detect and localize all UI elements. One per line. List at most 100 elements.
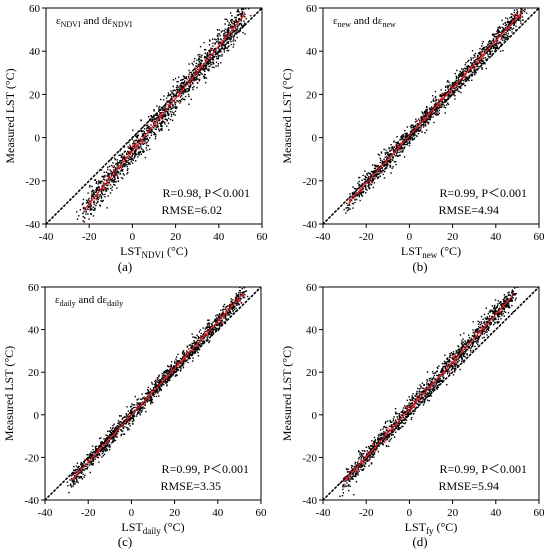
data-point [100, 200, 102, 202]
data-point [415, 120, 418, 122]
data-point [195, 348, 197, 351]
data-point [87, 202, 89, 204]
data-point [147, 389, 150, 392]
data-point [101, 192, 103, 195]
data-point [241, 12, 244, 14]
data-point [521, 8, 523, 10]
data-point [188, 85, 191, 87]
data-point [518, 17, 521, 20]
data-point [137, 139, 139, 142]
data-point [97, 183, 99, 185]
data-point [423, 120, 425, 123]
data-point [223, 316, 226, 318]
data-point [243, 24, 245, 26]
data-point [512, 17, 514, 20]
data-point [122, 164, 124, 167]
data-point [84, 474, 86, 477]
data-point [195, 65, 198, 68]
data-point [190, 347, 192, 349]
data-point [130, 156, 133, 158]
data-point [93, 209, 95, 211]
data-point [422, 115, 424, 118]
data-point [164, 375, 166, 378]
data-point [110, 172, 112, 174]
data-point [182, 365, 184, 367]
data-point [192, 352, 194, 355]
data-point [204, 77, 206, 79]
data-point [132, 423, 134, 425]
data-point [196, 346, 198, 348]
data-point [74, 472, 76, 474]
data-point [520, 8, 522, 10]
data-point [516, 9, 518, 11]
data-point [492, 39, 495, 42]
data-point [407, 139, 410, 141]
data-point [488, 51, 491, 53]
data-point [132, 145, 134, 147]
data-point [227, 46, 230, 48]
data-point [446, 102, 449, 104]
data-point [127, 153, 129, 155]
data-point [358, 192, 360, 195]
data-point [94, 456, 97, 458]
data-point [113, 435, 115, 438]
data-point [195, 70, 197, 72]
data-point [188, 344, 191, 346]
data-point [386, 158, 388, 160]
data-point [114, 181, 116, 183]
data-point [422, 117, 424, 119]
data-point [177, 76, 180, 78]
data-point [187, 356, 189, 358]
data-point [230, 36, 232, 38]
data-point [208, 44, 211, 46]
data-point [384, 168, 386, 170]
data-point [210, 53, 212, 55]
data-point [211, 324, 213, 326]
data-point [87, 454, 89, 456]
data-point [236, 303, 238, 305]
data-point [108, 175, 110, 177]
data-point [406, 141, 408, 143]
data-point [418, 118, 420, 120]
data-point [132, 404, 134, 406]
data-point [206, 335, 209, 337]
data-point [495, 33, 497, 35]
data-point [100, 180, 102, 183]
data-point [125, 164, 128, 166]
data-point [177, 353, 179, 356]
data-point [149, 400, 152, 402]
data-point [119, 429, 122, 431]
data-point [172, 99, 175, 101]
fit-line [84, 14, 246, 210]
data-point [437, 113, 440, 116]
data-point [500, 37, 503, 39]
data-point [216, 319, 218, 321]
data-point [380, 159, 382, 161]
data-point [227, 31, 229, 33]
data-point [156, 126, 159, 128]
data-point [365, 180, 368, 183]
data-point [380, 151, 383, 153]
data-point [158, 375, 160, 378]
data-point [385, 164, 388, 166]
data-point [214, 51, 216, 53]
data-point [105, 442, 108, 445]
data-point [428, 112, 430, 115]
data-point [82, 473, 84, 475]
data-point [221, 319, 223, 321]
data-point [437, 103, 439, 105]
data-point [388, 155, 391, 158]
data-point [129, 414, 131, 417]
data-point [241, 4, 242, 5]
data-point [445, 92, 447, 94]
data-point [156, 105, 158, 107]
data-point [84, 217, 86, 220]
data-point [368, 184, 370, 187]
data-point [200, 62, 202, 64]
data-point [499, 50, 502, 52]
data-point [216, 317, 218, 319]
data-point [88, 464, 91, 466]
data-point [240, 13, 242, 15]
data-point [98, 187, 100, 190]
data-point [509, 26, 512, 29]
